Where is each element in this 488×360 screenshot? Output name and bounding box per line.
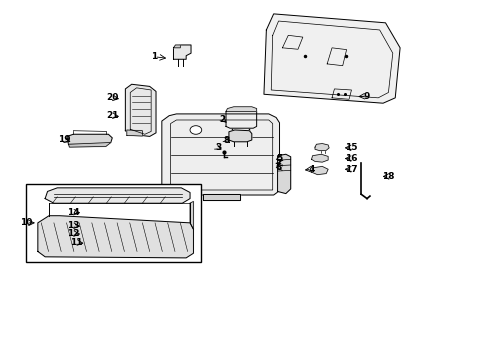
Polygon shape [311, 166, 327, 175]
Polygon shape [311, 154, 327, 162]
Text: 14: 14 [67, 208, 80, 217]
Polygon shape [173, 45, 191, 59]
Text: 5: 5 [275, 154, 282, 163]
Text: 18: 18 [381, 172, 393, 181]
Text: 15: 15 [345, 143, 357, 152]
Text: 21: 21 [106, 111, 118, 120]
Polygon shape [67, 134, 112, 144]
Text: 6: 6 [275, 163, 282, 172]
Polygon shape [68, 143, 111, 147]
Text: 12: 12 [67, 229, 80, 238]
Polygon shape [314, 144, 328, 151]
Polygon shape [126, 130, 142, 136]
Polygon shape [225, 109, 256, 128]
Polygon shape [162, 114, 279, 195]
Text: 16: 16 [345, 154, 357, 163]
Text: 3: 3 [215, 143, 221, 152]
Text: 9: 9 [363, 91, 369, 100]
Text: 7: 7 [275, 159, 282, 168]
Polygon shape [190, 202, 193, 229]
Text: 19: 19 [58, 135, 71, 144]
Polygon shape [203, 194, 239, 200]
Polygon shape [225, 107, 256, 111]
Text: 8: 8 [224, 136, 230, 145]
Circle shape [190, 126, 201, 134]
Polygon shape [264, 14, 399, 103]
Polygon shape [173, 45, 180, 48]
Text: 13: 13 [67, 221, 80, 230]
Text: 17: 17 [345, 165, 357, 174]
Polygon shape [277, 154, 290, 194]
Text: 10: 10 [20, 219, 33, 228]
FancyBboxPatch shape [26, 184, 201, 262]
Text: 2: 2 [219, 115, 225, 124]
Text: 4: 4 [308, 165, 314, 174]
Polygon shape [38, 216, 193, 258]
Text: 20: 20 [106, 93, 118, 102]
Polygon shape [228, 130, 251, 142]
Text: 1: 1 [151, 52, 157, 61]
Polygon shape [45, 188, 190, 203]
Text: 11: 11 [70, 238, 83, 247]
Polygon shape [125, 84, 156, 136]
